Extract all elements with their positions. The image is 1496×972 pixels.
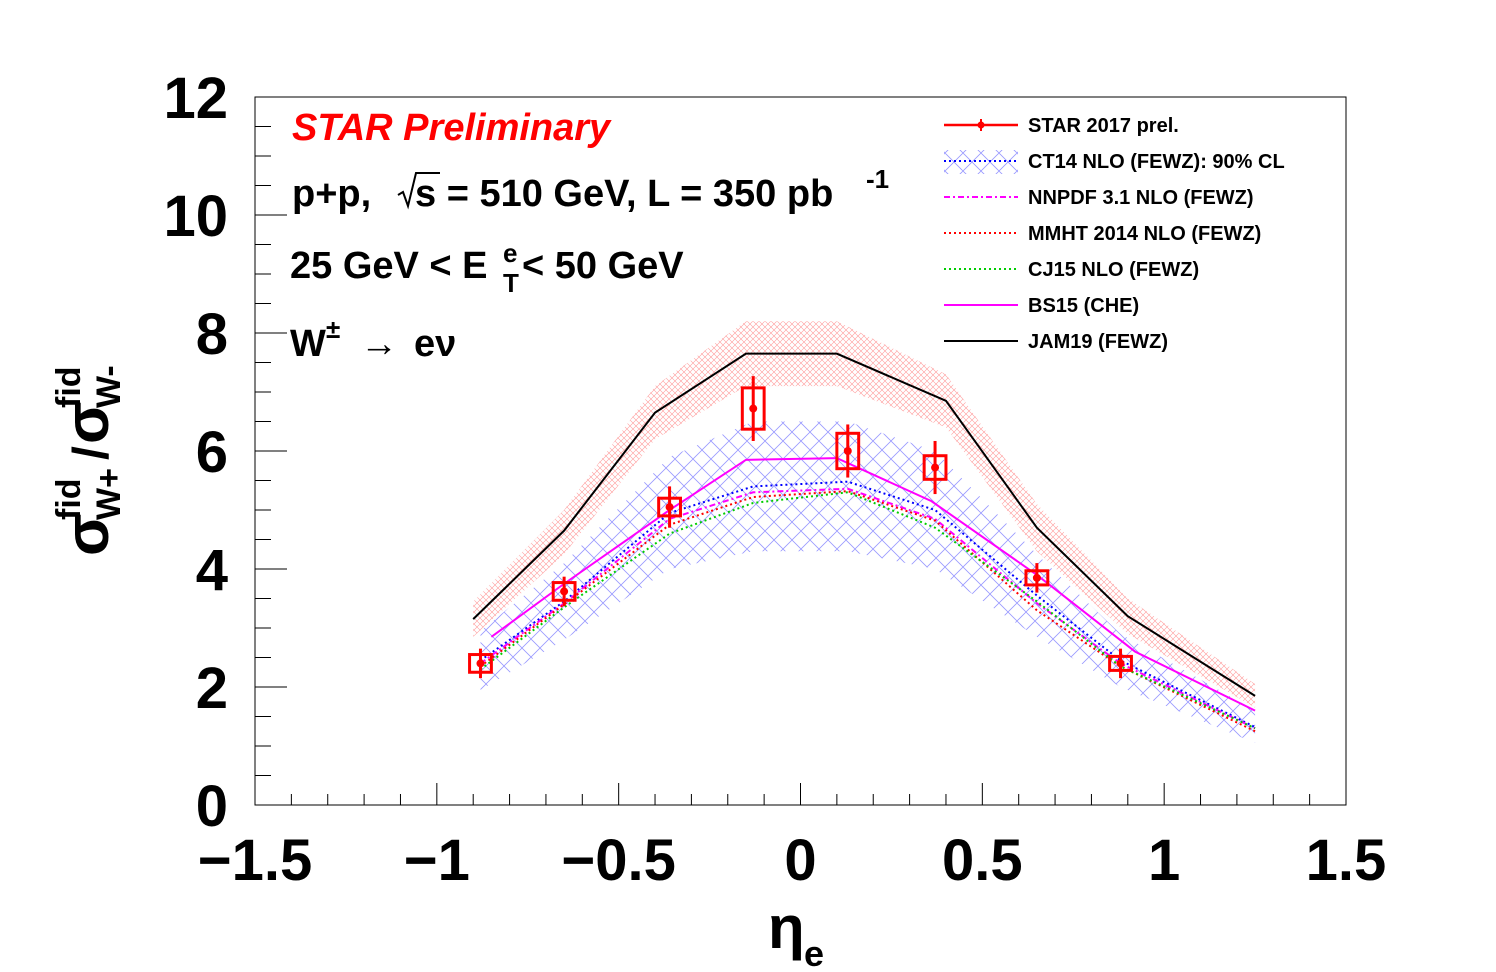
et-cut-annotation: 25 GeV < E e T < 50 GeV [290,238,684,298]
et-superscript: e [503,238,517,268]
bands [473,321,1256,744]
svg-text:eν: eν [414,323,456,365]
svg-text:p+p,: p+p, [292,173,371,215]
legend-entry-cj15: CJ15 NLO (FEWZ) [944,259,1199,281]
arrow-symbol: → [360,323,398,365]
x-tick-label: 0.5 [942,828,1023,893]
legend-label-cj15: CJ15 NLO (FEWZ) [1028,259,1199,281]
legend-label-nnpdf: NNPDF 3.1 NLO (FEWZ) [1028,187,1254,209]
legend-label-bs15: BS15 (CHE) [1028,295,1139,317]
y-sigma-2: σ [53,402,122,444]
legend-entry-mmht: MMHT 2014 NLO (FEWZ) [944,223,1261,245]
legend-label-star: STAR 2017 prel. [1028,115,1179,137]
band-0 [480,421,1256,744]
x-tick-label: −1.5 [198,828,313,893]
data-marker [749,404,758,413]
data-marker [665,503,674,512]
svg-text:e: e [503,238,517,268]
et-cut-pre: 25 GeV < E [290,245,488,287]
x-axis-title: η e [768,894,824,972]
energy-lumi-annotation: p+p, s = 510 GeV, L = 350 pb -1 [292,164,889,215]
tick-labels: −1.5 −1 −0.5 0 0.5 1 1.5 0 2 4 6 8 10 12 [163,66,1386,893]
svg-text:±: ± [326,314,340,344]
svg-text:W: W [290,323,326,365]
series-line-3 [479,491,1256,730]
y-tick-label: 12 [163,66,228,131]
y-tick-label: 10 [163,184,228,249]
axis-ticks [254,96,1347,806]
series-line-5 [472,352,1256,697]
data-point [835,424,861,478]
y-fid-1: fid [50,478,88,520]
y-slash: / [63,446,119,460]
y-sigma-1: σ [53,514,122,556]
pp-text: p+p, [292,173,371,215]
data-point [740,376,766,441]
sqrt-sign [397,172,440,210]
legend-entry-star: STAR 2017 prel. [944,115,1179,137]
data-marker [1032,573,1041,582]
legend-label-mmht: MMHT 2014 NLO (FEWZ) [1028,223,1261,245]
data-point [922,440,948,495]
lumi-exponent: -1 [866,164,889,194]
band-5 [473,321,1256,708]
w-symbol: W [290,323,326,365]
data-point [657,486,682,528]
data-marker [560,587,569,596]
y-tick-label: 6 [196,420,228,485]
x-tick-label: −1 [404,828,470,893]
x-tick-label: −0.5 [561,828,676,893]
legend: STAR 2017 prel. CT14 NLO (FEWZ): 90% CL … [944,115,1285,353]
star-preliminary-label: STAR Preliminary [292,107,612,149]
x-tick-label: 0 [784,828,816,893]
series-line-1 [479,487,1256,730]
legend-entry-ct14: CT14 NLO (FEWZ): 90% CL [944,150,1285,174]
y-wminus: W- [90,365,128,408]
svg-text:→: → [360,323,398,365]
svg-text:-1: -1 [866,164,889,194]
y-tick-label: 8 [196,302,228,367]
energy-lumi-text: s = 510 GeV, L = 350 pb [415,173,833,215]
data-point [1108,648,1133,679]
data-point [551,576,577,607]
y-wplus: W+ [90,468,128,520]
y-axis-title: σ fid W+ / σ fid W- [50,365,128,556]
data-marker [476,659,485,668]
x-tick-label: 1 [1148,828,1180,893]
channel-annotation: W ± → eν [290,314,456,365]
data-marker [1116,659,1125,668]
svg-text:T: T [503,268,519,298]
data-point [1024,563,1050,593]
legend-entry-jam19: JAM19 (FEWZ) [944,331,1168,353]
y-fid-2: fid [50,366,88,408]
y-tick-label: 0 [196,774,228,839]
enu-text: eν [414,323,456,365]
data-marker [843,447,852,455]
y-tick-label: 4 [196,538,228,603]
svg-text:25 GeV < E: 25 GeV < E [290,245,488,287]
svg-text:< 50 GeV: < 50 GeV [522,245,684,287]
x-tick-label: 1.5 [1306,828,1387,893]
pm-symbol: ± [326,314,340,344]
legend-entry-nnpdf: NNPDF 3.1 NLO (FEWZ) [944,187,1254,209]
svg-text:s = 510 GeV, L = 350 pb: s = 510 GeV, L = 350 pb [415,173,833,215]
x-axis-eta: η [768,894,805,961]
legend-label-ct14: CT14 NLO (FEWZ): 90% CL [1028,151,1285,173]
y-tick-label: 2 [196,656,228,721]
et-subscript: T [503,268,519,298]
data-marker [931,463,940,472]
x-axis-sub: e [804,933,824,972]
legend-entry-bs15: BS15 (CHE) [944,295,1139,317]
data-points [468,376,1133,679]
legend-label-jam19: JAM19 (FEWZ) [1028,331,1168,353]
et-cut-post: < 50 GeV [522,245,684,287]
data-point [468,648,493,679]
